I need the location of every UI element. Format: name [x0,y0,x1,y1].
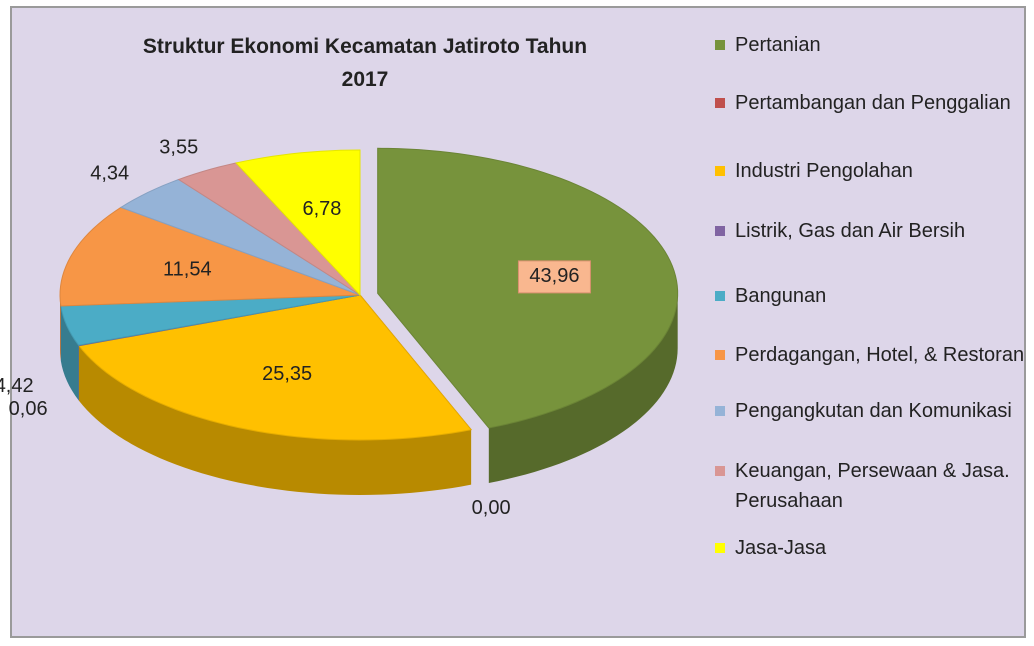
slice-side [60,306,79,401]
legend-item: Bangunan [715,281,1034,311]
legend-swatch [715,543,725,553]
data-label-box [517,260,591,294]
data-label: 6,78 [302,198,341,220]
data-label: 4,34 [90,162,129,184]
slice [78,294,473,441]
chart-title: Struktur Ekonomi Kecamatan Jatiroto Tahu… [142,35,588,91]
slice-side [488,293,678,483]
legend-label: Perdagangan, Hotel, & Restoran [735,344,1025,366]
legend-item: Pengangkutan dan Komunikasi [715,396,1034,426]
legend-swatch [715,406,725,416]
legend-label: Pengangkutan dan Komunikasi [735,400,1012,422]
slice [60,294,361,346]
legend-swatch [715,226,725,236]
legend-label: Jasa-Jasa [735,537,827,559]
legend-item: Pertanian [715,30,1034,60]
legend-label: Keuangan, Persewaan & Jasa. Perusahaan [735,460,1010,512]
slice [235,149,361,297]
legend-label: Pertambangan dan Penggalian [735,92,1011,114]
data-label: 3,55 [159,136,198,158]
legend-item: Perdagangan, Hotel, & Restoran [715,340,1034,370]
legend-swatch [715,350,725,360]
data-label: 25,35 [262,363,312,385]
legend-label: Bangunan [735,285,827,307]
slice [177,162,361,296]
slice [119,178,361,296]
legend-label: Listrik, Gas dan Air Bersih [735,220,966,242]
legend-item: Pertambangan dan Penggalian [715,88,1034,118]
legend-swatch [715,466,725,476]
data-label: 11,54 [163,259,212,281]
data-label: 4,42 [0,375,34,397]
legend-swatch [715,98,725,108]
data-label: 0,00 [472,497,511,519]
legend-label: Pertanian [735,34,821,56]
data-label: 43,96 [529,265,579,287]
legend-item: Jasa-Jasa [715,533,1034,563]
slice [59,206,361,307]
slice-side [78,345,472,495]
legend-label: Industri Pengolahan [735,160,913,182]
legend-swatch [715,166,725,176]
data-label: 0,06 [9,398,48,420]
legend-item: Keuangan, Persewaan & Jasa. Perusahaan [715,456,1034,516]
slice-side [60,295,61,362]
legend-swatch [715,40,725,50]
legend-swatch [715,291,725,301]
legend-item: Industri Pengolahan [715,156,1034,186]
legend-item: Listrik, Gas dan Air Bersih [715,216,1034,246]
